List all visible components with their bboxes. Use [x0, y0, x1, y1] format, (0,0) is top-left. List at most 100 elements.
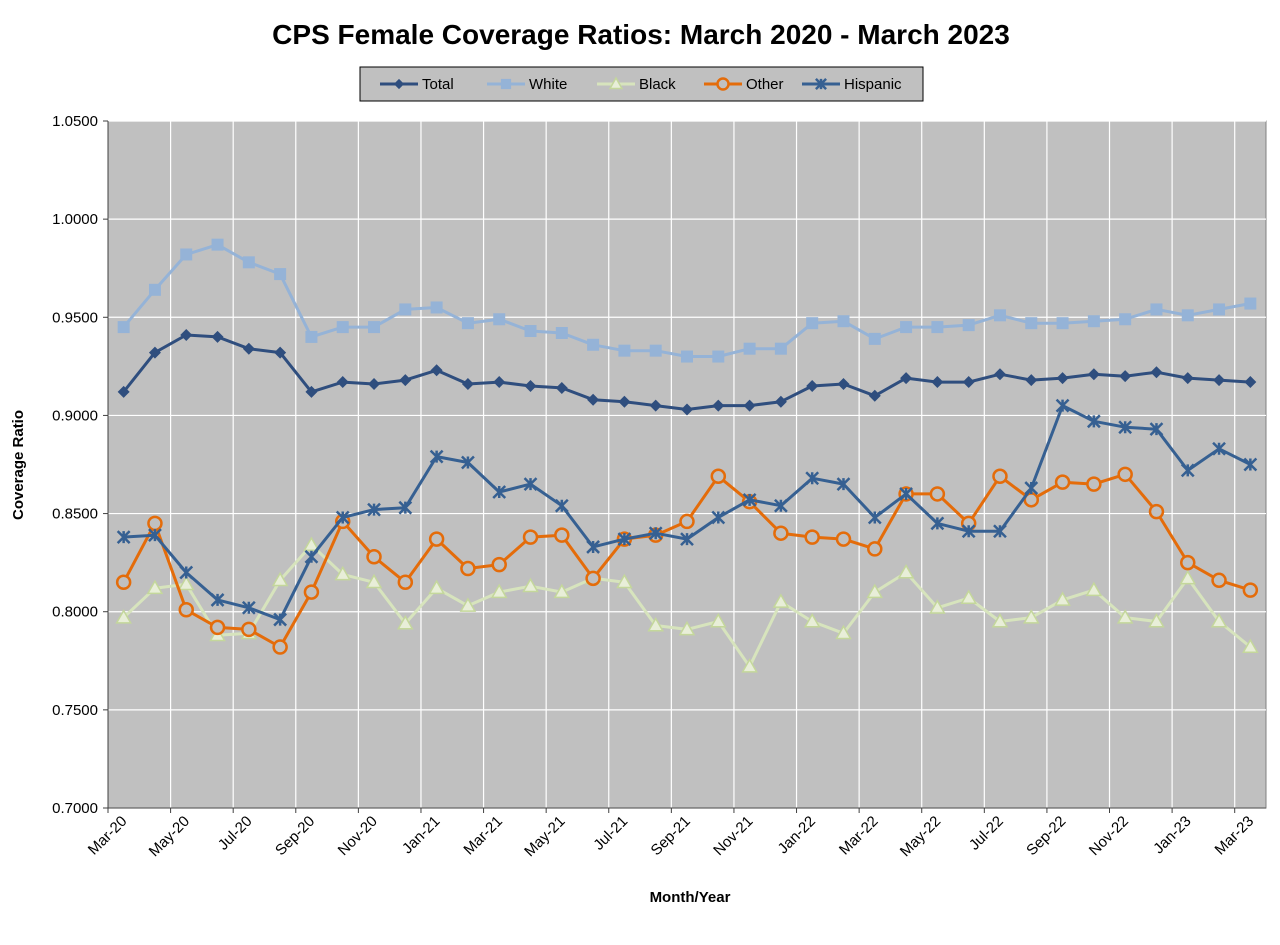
data-point-white [806, 317, 819, 330]
data-point-black [866, 583, 884, 599]
data-point-black [459, 597, 477, 612]
data-point-white [368, 321, 381, 334]
data-point-total [117, 385, 130, 398]
data-point-white [774, 342, 787, 355]
data-point-total [618, 395, 631, 408]
y-tick-label: 0.8000 [52, 604, 98, 621]
data-point-hispanic [774, 498, 788, 513]
data-point-total [712, 399, 725, 412]
data-point-hispanic [273, 612, 288, 627]
data-point-other [929, 486, 946, 502]
series-hispanic [116, 398, 1258, 627]
data-point-hispanic [429, 449, 444, 464]
data-point-white [1056, 317, 1069, 330]
data-point-hispanic [492, 485, 507, 499]
data-point-total [774, 395, 787, 408]
data-point-black [1148, 613, 1165, 628]
x-tick-label: Jan-23 [1150, 813, 1194, 857]
data-point-other [1117, 466, 1133, 483]
data-point-hispanic [648, 526, 663, 541]
data-point-hispanic [554, 498, 569, 513]
y-axis: 0.7000 0.7500 0.8000 0.8500 0.9000 0.9500 1.00… [52, 113, 109, 817]
x-tick-label: Jul-21 [590, 813, 631, 854]
y-tick-label: 0.7500 [52, 702, 98, 719]
data-point-total [743, 399, 756, 412]
data-point-white [587, 338, 600, 351]
data-point-hispanic [1243, 457, 1258, 472]
data-point-hispanic [617, 532, 632, 546]
data-point-total [180, 328, 193, 341]
data-point-black [1179, 569, 1197, 585]
data-point-white [1087, 315, 1100, 328]
data-point-white [399, 303, 412, 316]
data-point-black [772, 593, 790, 608]
data-point-hispanic [1212, 441, 1226, 456]
data-point-black [1116, 609, 1134, 624]
data-point-total [900, 372, 913, 385]
data-point-other [397, 574, 414, 591]
data-point-total [555, 381, 568, 394]
y-tick-label: 0.9000 [52, 407, 98, 424]
x-tick-label: May-21 [521, 813, 568, 860]
data-point-total [837, 378, 850, 391]
data-point-other [1211, 572, 1227, 589]
data-point-black [647, 616, 664, 632]
data-point-white [555, 326, 568, 339]
data-point-total [1213, 374, 1226, 387]
data-point-white [211, 238, 224, 251]
data-point-hispanic [993, 524, 1007, 539]
series-total [117, 328, 1257, 416]
data-point-white [1025, 317, 1038, 330]
x-tick-label: Mar-20 [85, 813, 131, 859]
data-point-total [868, 389, 881, 402]
data-point-other [303, 584, 320, 600]
data-point-white [1119, 313, 1132, 326]
data-point-other [241, 621, 257, 638]
data-point-total [681, 403, 693, 416]
data-point-hispanic [523, 477, 538, 492]
data-point-other [366, 549, 382, 565]
y-tick-label: 0.7000 [52, 800, 98, 817]
data-point-hispanic [1118, 420, 1133, 435]
data-point-hispanic [961, 524, 976, 539]
data-point-other [115, 574, 132, 591]
data-point-total [1150, 366, 1163, 379]
data-point-hispanic [742, 492, 757, 507]
legend-item-black: Black [597, 76, 676, 93]
plot-area [107, 120, 1267, 809]
data-point-black [146, 579, 164, 595]
data-point-total [587, 393, 600, 406]
x-tick-label: Mar-23 [1212, 813, 1258, 859]
data-point-hispanic [461, 455, 475, 470]
data-point-other [1242, 582, 1259, 598]
data-point-black [1085, 581, 1103, 597]
data-point-black [1054, 591, 1071, 606]
data-point-white [931, 321, 944, 334]
x-tick-label: Jan-21 [399, 813, 443, 857]
data-point-other [1086, 476, 1102, 492]
data-point-white [305, 330, 318, 343]
data-point-total [649, 399, 662, 412]
x-tick-label: Sep-21 [648, 813, 694, 859]
x-tick-label: Nov-21 [710, 813, 756, 859]
data-point-other [679, 513, 695, 530]
data-point-other [209, 619, 226, 636]
x-tick-label: Jul-20 [215, 813, 256, 854]
data-point-black [678, 620, 696, 636]
data-point-hispanic [836, 477, 851, 492]
x-tick-label: Nov-20 [335, 813, 381, 859]
data-point-white [461, 317, 474, 330]
data-point-black [710, 613, 727, 628]
data-point-other [272, 639, 288, 655]
data-point-white [1150, 303, 1163, 316]
data-point-white [681, 350, 693, 363]
data-point-white [649, 344, 662, 357]
legend-item-hispanic: Hispanic [802, 76, 902, 93]
data-point-black [177, 575, 195, 591]
data-point-white [1244, 297, 1257, 310]
data-point-hispanic [1055, 398, 1070, 413]
data-point-other [585, 570, 601, 587]
chart-title: CPS Female Coverage Ratios: March 2020 -… [272, 19, 1010, 50]
data-point-hispanic [148, 528, 162, 543]
